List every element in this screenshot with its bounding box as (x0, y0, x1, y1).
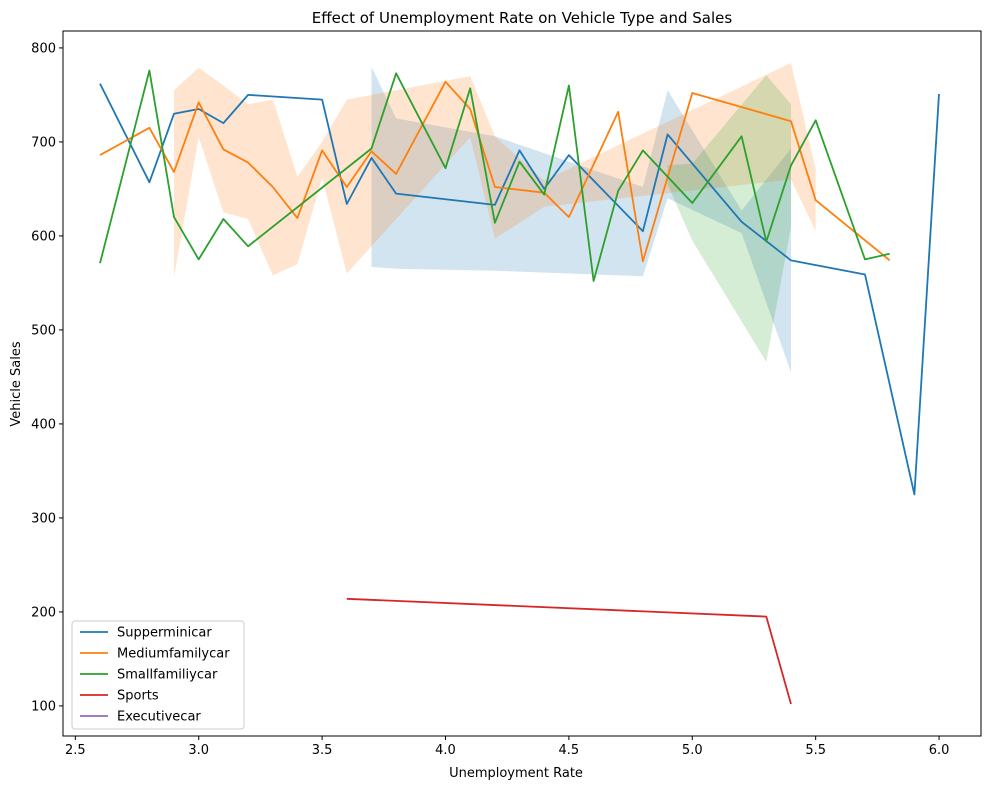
x-axis: 2.5 3.0 3.5 4.0 4.5 5.0 5.5 6.0 (65, 736, 949, 758)
y-tick-label: 500 (31, 323, 56, 338)
x-axis-label: Unemployment Rate (449, 766, 583, 781)
x-tick-label: 3.0 (188, 743, 209, 758)
chart-title: Effect of Unemployment Rate on Vehicle T… (312, 9, 733, 27)
y-tick-label: 300 (31, 511, 56, 526)
x-tick-label: 5.0 (682, 743, 703, 758)
confidence-band-smallfamiliycar (667, 75, 791, 362)
legend-box (71, 620, 245, 730)
legend-label-executivecar: Executivecar (117, 710, 201, 725)
series-line-sports (346, 597, 792, 705)
series-line-mediumfamilycar (99, 80, 891, 263)
y-tick-label: 700 (31, 135, 56, 150)
x-tick-label: 2.5 (65, 743, 86, 758)
legend-label-mediumfamilycar: Mediumfamilycar (117, 647, 230, 662)
confidence-band-mediumfamilycar (174, 63, 816, 278)
y-tick-label: 100 (31, 699, 56, 714)
y-axis-label: Vehicle Sales (9, 341, 24, 426)
x-tick-label: 4.0 (435, 743, 456, 758)
x-tick-label: 6.0 (929, 743, 950, 758)
confidence-band-supperminicar (371, 66, 791, 373)
y-tick-label: 400 (31, 417, 56, 432)
series-line-supperminicar (99, 83, 940, 496)
x-tick-label: 4.5 (559, 743, 580, 758)
plot-area (99, 63, 940, 705)
y-tick-label: 800 (31, 41, 56, 56)
legend-label-sports: Sports (117, 689, 159, 704)
y-tick-label: 600 (31, 229, 56, 244)
series-line-smallfamiliycar (99, 69, 890, 282)
x-tick-label: 5.5 (805, 743, 826, 758)
x-tick-label: 3.5 (312, 743, 333, 758)
plot-frame (62, 30, 982, 737)
y-axis: 100 200 300 400 500 600 700 800 (31, 41, 63, 714)
y-tick-label: 200 (31, 605, 56, 620)
legend-label-supperminicar: Supperminicar (117, 626, 212, 641)
legend-label-smallfamiliycar: Smallfamiliycar (117, 668, 218, 683)
legend: Supperminicar Mediumfamilycar Smallfamiliy… (71, 620, 245, 730)
